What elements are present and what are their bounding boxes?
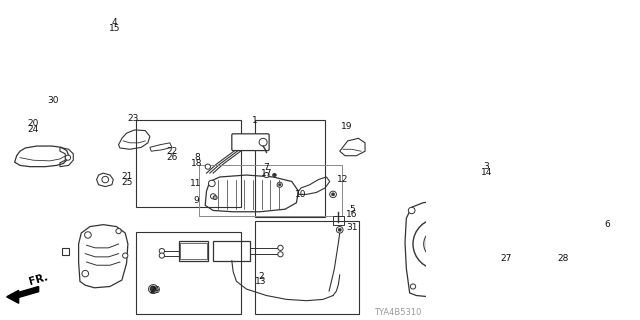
Circle shape <box>159 249 164 254</box>
Text: TYA4B5310: TYA4B5310 <box>374 308 421 317</box>
Text: 27: 27 <box>500 254 512 263</box>
Circle shape <box>102 176 109 183</box>
Text: 17: 17 <box>260 169 272 178</box>
FancyBboxPatch shape <box>232 134 269 151</box>
Circle shape <box>338 228 341 231</box>
Text: 8: 8 <box>195 153 200 162</box>
Text: 21: 21 <box>121 172 132 181</box>
Circle shape <box>278 245 283 251</box>
Circle shape <box>337 227 343 233</box>
Bar <box>213 241 250 261</box>
Text: 24: 24 <box>28 125 39 134</box>
Polygon shape <box>6 290 19 303</box>
Text: 7: 7 <box>264 163 269 172</box>
Text: 25: 25 <box>121 178 132 187</box>
Text: 13: 13 <box>255 277 267 286</box>
Text: 14: 14 <box>481 168 492 177</box>
Circle shape <box>413 218 467 270</box>
Text: 11: 11 <box>190 179 202 188</box>
Circle shape <box>205 164 211 169</box>
Text: 23: 23 <box>127 115 139 124</box>
Bar <box>333 216 344 225</box>
Text: 18: 18 <box>191 159 203 168</box>
Circle shape <box>504 247 511 254</box>
Circle shape <box>557 256 564 262</box>
Text: 20: 20 <box>28 119 39 128</box>
Text: 10: 10 <box>294 190 306 199</box>
Text: 6: 6 <box>605 220 611 229</box>
Text: 29: 29 <box>150 286 161 295</box>
Bar <box>180 243 207 259</box>
Circle shape <box>583 222 595 234</box>
Circle shape <box>159 253 164 258</box>
Text: 31: 31 <box>346 223 358 232</box>
Text: 3: 3 <box>483 162 489 171</box>
Text: 16: 16 <box>346 211 358 220</box>
Circle shape <box>123 253 128 258</box>
Circle shape <box>84 232 92 238</box>
Circle shape <box>264 172 269 178</box>
Circle shape <box>429 267 436 273</box>
Circle shape <box>424 228 456 260</box>
Circle shape <box>278 183 281 186</box>
Text: 4: 4 <box>112 18 117 27</box>
Text: 12: 12 <box>337 175 348 184</box>
Text: 1: 1 <box>252 116 257 125</box>
Circle shape <box>82 270 88 277</box>
Text: 28: 28 <box>557 254 568 263</box>
Bar <box>255 221 359 314</box>
Circle shape <box>438 131 443 136</box>
Bar <box>62 249 68 255</box>
Circle shape <box>278 252 283 257</box>
Circle shape <box>116 228 121 234</box>
Text: 26: 26 <box>166 153 177 162</box>
Bar <box>255 120 325 217</box>
Text: 5: 5 <box>349 205 355 214</box>
Circle shape <box>259 138 267 146</box>
Text: FR.: FR. <box>28 272 49 286</box>
Polygon shape <box>12 286 38 300</box>
Circle shape <box>209 180 215 187</box>
Circle shape <box>408 207 415 214</box>
Text: 22: 22 <box>166 147 177 156</box>
Circle shape <box>330 191 337 197</box>
Bar <box>136 232 241 314</box>
Text: 9: 9 <box>193 196 198 205</box>
Text: 19: 19 <box>340 122 352 131</box>
Circle shape <box>332 193 335 196</box>
Circle shape <box>273 173 276 177</box>
Circle shape <box>65 155 70 160</box>
Circle shape <box>211 194 216 199</box>
Circle shape <box>213 196 217 200</box>
Text: 30: 30 <box>47 96 59 106</box>
Bar <box>136 120 241 207</box>
Circle shape <box>150 286 157 292</box>
Text: 15: 15 <box>109 24 120 33</box>
Text: 2: 2 <box>259 272 264 281</box>
Circle shape <box>410 284 415 289</box>
Bar <box>179 241 209 261</box>
Circle shape <box>472 213 477 218</box>
Bar <box>198 165 342 216</box>
Circle shape <box>277 182 282 187</box>
